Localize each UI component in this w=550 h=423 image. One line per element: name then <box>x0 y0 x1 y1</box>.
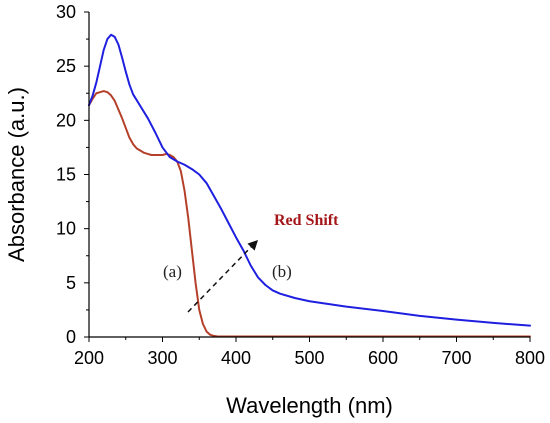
y-tick-label: 20 <box>56 110 76 130</box>
x-tick-label: 300 <box>147 348 177 368</box>
y-axis-title: Absorbance (a.u.) <box>4 87 29 262</box>
y-tick-label: 10 <box>56 219 76 239</box>
x-tick-label: 500 <box>294 348 324 368</box>
series-line-b <box>88 33 531 327</box>
red-shift-label: Red Shift <box>274 212 339 229</box>
x-tick-label: 400 <box>221 348 251 368</box>
plot-layer <box>88 33 531 338</box>
y-tick-label: 25 <box>56 56 76 76</box>
x-tick-label: 800 <box>515 348 545 368</box>
axes-layer: 200 300 400 500 600 700 800 0 5 10 15 20 25 30 <box>56 2 545 368</box>
y-tick-label: 15 <box>56 165 76 185</box>
x-tick-label: 200 <box>74 348 104 368</box>
x-tick-label: 600 <box>368 348 398 368</box>
series-label-b: (b) <box>272 262 292 281</box>
red-shift-arrow <box>187 244 254 313</box>
series-label-a: (a) <box>163 262 182 281</box>
x-axis-title: Wavelength (nm) <box>226 393 393 418</box>
y-tick-label: 0 <box>66 327 76 347</box>
red-shift-arrowhead <box>247 240 258 251</box>
x-tick-label: 700 <box>441 348 471 368</box>
y-tick-label: 5 <box>66 273 76 293</box>
y-tick-label: 30 <box>56 2 76 22</box>
annotation-layer: (a) (b) Red Shift <box>163 212 339 313</box>
